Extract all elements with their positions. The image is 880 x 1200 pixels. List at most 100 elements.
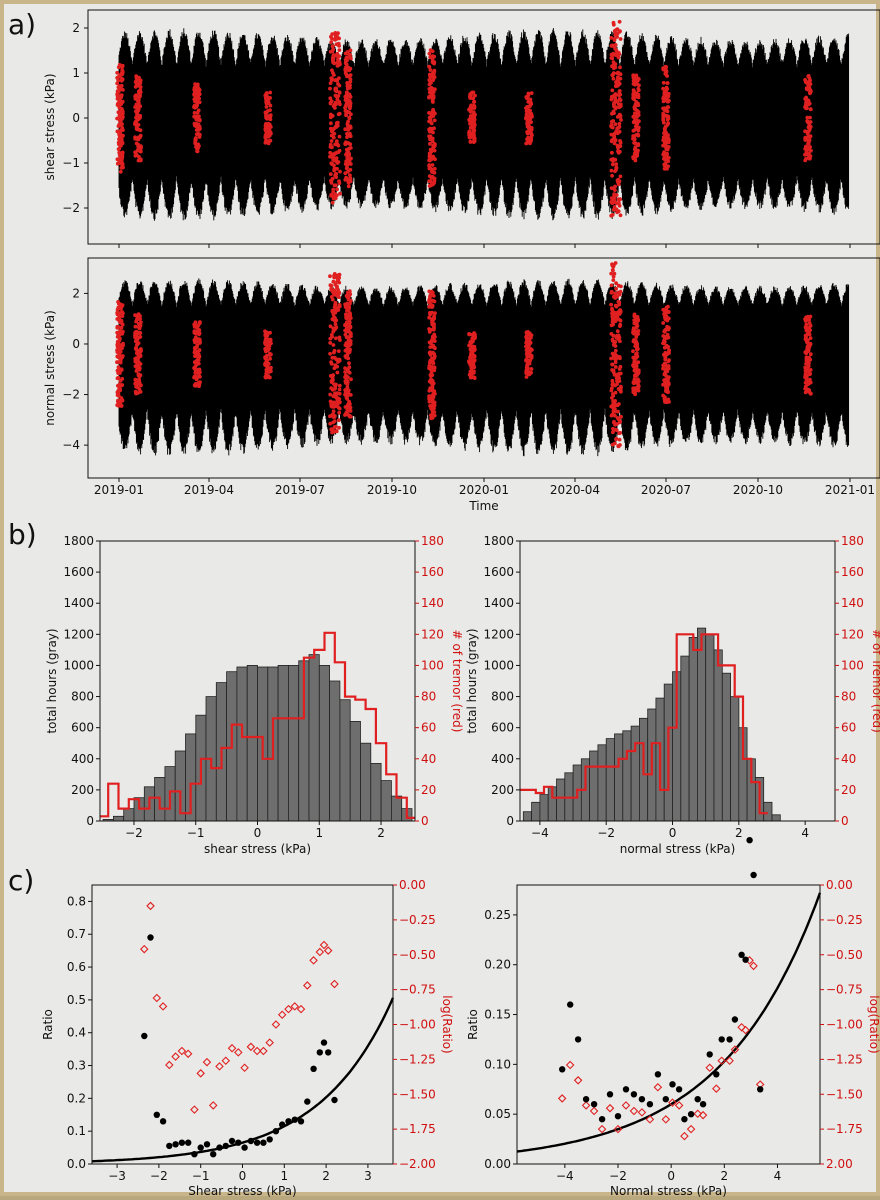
tremor-point: [432, 356, 437, 360]
tremor-point: [665, 379, 670, 383]
y-tick-label: 0: [72, 337, 80, 351]
tremor-point: [116, 110, 121, 115]
tremor-point: [613, 413, 617, 418]
tremor-point: [137, 326, 142, 331]
hours-bar: [236, 666, 248, 822]
tremor-point: [121, 311, 125, 316]
tremor-point: [343, 171, 348, 176]
tremor-point: [636, 94, 640, 99]
tremor-point: [803, 368, 808, 373]
tremor-point: [609, 283, 614, 288]
tremor-point: [192, 111, 197, 115]
tremor-point: [467, 107, 471, 112]
tremor-point: [472, 375, 477, 380]
tremor-point: [328, 324, 333, 329]
tremor-point: [344, 72, 349, 77]
tremor-point: [614, 304, 619, 309]
tremor-point: [333, 88, 338, 93]
x-tick-label: 2020-07: [641, 483, 691, 497]
tremor-point: [666, 116, 671, 121]
log-ratio-point: [271, 1020, 281, 1029]
tremor-point: [267, 338, 271, 342]
tremor-point: [138, 354, 143, 358]
y-right-axis-label: log(Ratio): [867, 995, 880, 1053]
log-ratio-point: [629, 1106, 639, 1116]
tremor-point: [195, 149, 200, 154]
tremor-point: [634, 154, 639, 159]
hours-bar: [763, 801, 773, 822]
y-tick-label: 1: [72, 66, 80, 80]
tremor-point: [137, 79, 142, 83]
tremor-point: [609, 36, 614, 40]
y-tick-label: 1000: [483, 658, 514, 672]
tremor-point: [116, 65, 121, 70]
tremor-point: [116, 305, 121, 310]
tremor-point: [330, 44, 335, 49]
y-tick-label: 1800: [63, 534, 94, 548]
tremor-point: [119, 128, 123, 133]
ratio-point: [203, 1141, 211, 1148]
log-ratio-point: [581, 1101, 591, 1110]
tremor-point: [664, 85, 669, 90]
tremor-point: [196, 357, 201, 362]
plot-frame: [516, 884, 821, 1165]
tremor-point: [331, 47, 335, 52]
tremor-point: [529, 91, 534, 95]
tremor-point: [631, 349, 635, 354]
tremor-point: [133, 389, 138, 394]
tremor-point: [636, 125, 641, 130]
tremor-point: [610, 88, 615, 93]
ratio-point: [235, 1139, 242, 1146]
tremor-point: [614, 286, 618, 291]
tremor-point: [526, 361, 531, 366]
tremor-point: [193, 141, 198, 146]
y-right-tick-label: −1.25: [826, 1052, 863, 1066]
tremor-point: [471, 371, 476, 375]
tremor-point: [119, 93, 124, 97]
tremor-point: [138, 314, 142, 318]
tremor-point: [138, 331, 143, 335]
tremor-point: [337, 100, 342, 104]
tremor-point: [611, 119, 616, 123]
tremor-point: [115, 70, 120, 75]
tremor-point: [337, 91, 342, 95]
tremor-point: [618, 289, 623, 294]
tremor-point: [332, 405, 336, 409]
tremor-point: [661, 80, 666, 85]
log-ratio-point: [303, 981, 312, 990]
tremor-point: [137, 75, 141, 80]
tremor-point: [345, 81, 350, 85]
tremor-point: [120, 111, 125, 116]
tremor-point: [667, 351, 671, 355]
tremor-point: [197, 384, 201, 389]
tremor-point: [328, 86, 332, 91]
y-tick-label: 1600: [483, 565, 514, 579]
hours-bar: [630, 725, 640, 822]
tremor-point: [612, 419, 616, 424]
ratio-point: [681, 1116, 688, 1123]
tremor-point: [263, 341, 267, 346]
timeseries-a_shear: −2 −1 0 1 2 shear stress (kPa): [43, 9, 880, 248]
tremor-point: [661, 114, 666, 118]
tremor-point: [633, 319, 638, 323]
tremor-point: [120, 346, 124, 351]
tremor-point: [329, 179, 334, 184]
tremor-point: [609, 213, 614, 218]
y-right-tick-label: 60: [841, 721, 856, 735]
tremor-point: [614, 167, 618, 172]
tremor-point: [193, 137, 198, 142]
tremor-point: [808, 352, 813, 357]
ratio-point: [331, 1096, 338, 1104]
x-tick-label: 2: [720, 1169, 728, 1183]
tremor-point: [329, 40, 334, 44]
tremor-point: [337, 357, 341, 362]
tremor-point: [334, 159, 339, 164]
tremor-point: [614, 162, 619, 167]
tremor-point: [806, 316, 811, 321]
tremor-point: [469, 348, 473, 353]
tremor-point: [346, 177, 351, 182]
tremor-point: [192, 329, 197, 334]
tremor-point: [338, 338, 342, 342]
tremor-point: [345, 135, 349, 140]
tremor-point: [807, 326, 811, 330]
